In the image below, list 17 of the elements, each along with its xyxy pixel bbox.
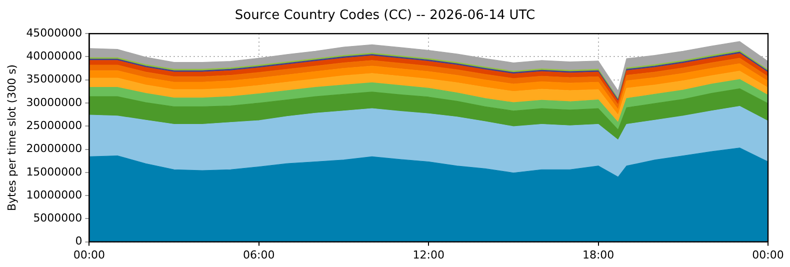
- y-tick-label: 15000000: [26, 165, 82, 178]
- x-tick-label: 00:00: [73, 248, 106, 262]
- y-tick-label: 20000000: [26, 142, 82, 156]
- y-tick-label: 40000000: [26, 50, 82, 63]
- y-tick-label: 45000000: [26, 26, 82, 40]
- y-tick-label: 25000000: [26, 118, 82, 132]
- y-tick-label: 5000000: [33, 212, 82, 225]
- y-tick-label: 30000000: [26, 96, 82, 109]
- y-tick-label: 35000000: [26, 72, 82, 86]
- x-tick-label: 00:00: [752, 248, 784, 262]
- x-tick-label: 06:00: [243, 248, 275, 262]
- y-axis-title: Bytes per time slot (300 s): [5, 64, 18, 212]
- y-tick-label: 10000000: [26, 188, 82, 202]
- x-tick-label: 18:00: [582, 248, 614, 262]
- y-tick-label: 0: [75, 234, 82, 248]
- x-tick-label: 12:00: [412, 248, 444, 262]
- chart-title: Source Country Codes (CC) -- 2026-06-14 UTC: [234, 8, 536, 24]
